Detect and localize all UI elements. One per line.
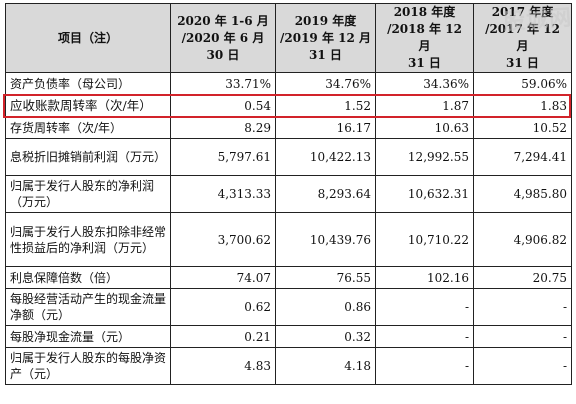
cell-value: 0.62 <box>170 288 276 326</box>
row-label: 应收账款周转率（次/年） <box>5 94 171 117</box>
cell-value: 1.83 <box>473 94 572 117</box>
cell-value: 7,294.41 <box>473 138 572 176</box>
row-label: 资产负债率（母公司） <box>5 72 171 95</box>
table-row-highlighted: 应收账款周转率（次/年） 0.54 1.52 1.87 1.83 <box>5 94 572 117</box>
cell-value: 3,700.62 <box>170 212 276 267</box>
cell-value: - <box>375 347 474 385</box>
row-label: 归属于发行人股东的净利润（万元） <box>5 175 171 213</box>
table-row: 利息保障倍数（倍） 74.07 76.55 102.16 20.75 <box>5 266 572 289</box>
table-row: 归属于发行人股东的净利润（万元） 4,313.33 8,293.64 10,63… <box>5 175 572 213</box>
cell-value: 10,422.13 <box>275 138 376 176</box>
cell-value: 0.32 <box>275 325 376 348</box>
table-row: 归属于发行人股东扣除非经常性损益后的净利润（万元） 3,700.62 10,43… <box>5 212 572 267</box>
table-row: 存货周转率（次/年） 8.29 16.17 10.63 10.52 <box>5 116 572 139</box>
cell-value: 34.76% <box>275 72 376 95</box>
table-row: 息税折旧摊销前利润（万元） 5,797.61 10,422.13 12,992.… <box>5 138 572 176</box>
header-2018: 2018 年度 /2018 年 12 月 31 日 <box>375 3 474 73</box>
cell-value: 102.16 <box>375 266 474 289</box>
cell-value: 10,632.31 <box>375 175 474 213</box>
row-label: 每股经营活动产生的现金流量净额（元） <box>5 288 171 326</box>
cell-value: 20.75 <box>473 266 572 289</box>
cell-value: 4,906.82 <box>473 212 572 267</box>
cell-value: 4,985.80 <box>473 175 572 213</box>
header-2019: 2019 年度 /2019 年 12 月 31 日 <box>275 3 376 73</box>
row-label: 归属于发行人股东扣除非经常性损益后的净利润（万元） <box>5 212 171 267</box>
cell-value: 10.52 <box>473 116 572 139</box>
cell-value: 0.54 <box>170 94 276 117</box>
cell-value: 74.07 <box>170 266 276 289</box>
table-row: 归属于发行人股东的每股净资产（元） 4.83 4.18 - - <box>5 347 572 385</box>
table-row: 每股净现金流量（元） 0.21 0.32 - - <box>5 325 572 348</box>
cell-value: 5,797.61 <box>170 138 276 176</box>
cell-value: 4.18 <box>275 347 376 385</box>
cell-value: 33.71% <box>170 72 276 95</box>
cell-value: 16.17 <box>275 116 376 139</box>
row-label: 归属于发行人股东的每股净资产（元） <box>5 347 171 385</box>
cell-value: 10.63 <box>375 116 474 139</box>
cell-value: 4,313.33 <box>170 175 276 213</box>
cell-value: 8,293.64 <box>275 175 376 213</box>
cell-value: 10,439.76 <box>275 212 376 267</box>
cell-value: - <box>473 325 572 348</box>
table-header-row: 项目（注） 2020 年 1-6 月 /2020 年 6 月 30 日 2019… <box>5 3 572 73</box>
table-row: 资产负债率（母公司） 33.71% 34.76% 34.36% 59.06% <box>5 72 572 95</box>
financial-indicators-table: 项目（注） 2020 年 1-6 月 /2020 年 6 月 30 日 2019… <box>5 3 572 385</box>
cell-value: 0.21 <box>170 325 276 348</box>
cell-value: - <box>375 288 474 326</box>
cell-value: 76.55 <box>275 266 376 289</box>
cell-value: - <box>473 288 572 326</box>
cell-value: 0.86 <box>275 288 376 326</box>
cell-value: - <box>473 347 572 385</box>
row-label: 存货周转率（次/年） <box>5 116 171 139</box>
row-label: 每股净现金流量（元） <box>5 325 171 348</box>
cell-value: 4.83 <box>170 347 276 385</box>
cell-value: 34.36% <box>375 72 474 95</box>
table-row: 每股经营活动产生的现金流量净额（元） 0.62 0.86 - - <box>5 288 572 326</box>
header-item: 项目（注） <box>5 3 171 73</box>
cell-value: 59.06% <box>473 72 572 95</box>
cell-value: 1.87 <box>375 94 474 117</box>
row-label: 利息保障倍数（倍） <box>5 266 171 289</box>
cell-value: - <box>375 325 474 348</box>
row-label: 息税折旧摊销前利润（万元） <box>5 138 171 176</box>
cell-value: 10,710.22 <box>375 212 474 267</box>
cell-value: 8.29 <box>170 116 276 139</box>
header-2020h1: 2020 年 1-6 月 /2020 年 6 月 30 日 <box>170 3 276 73</box>
header-2017: 2017 年度 /2017 年 12 月 31 日 <box>473 3 572 73</box>
cell-value: 12,992.55 <box>375 138 474 176</box>
cell-value: 1.52 <box>275 94 376 117</box>
